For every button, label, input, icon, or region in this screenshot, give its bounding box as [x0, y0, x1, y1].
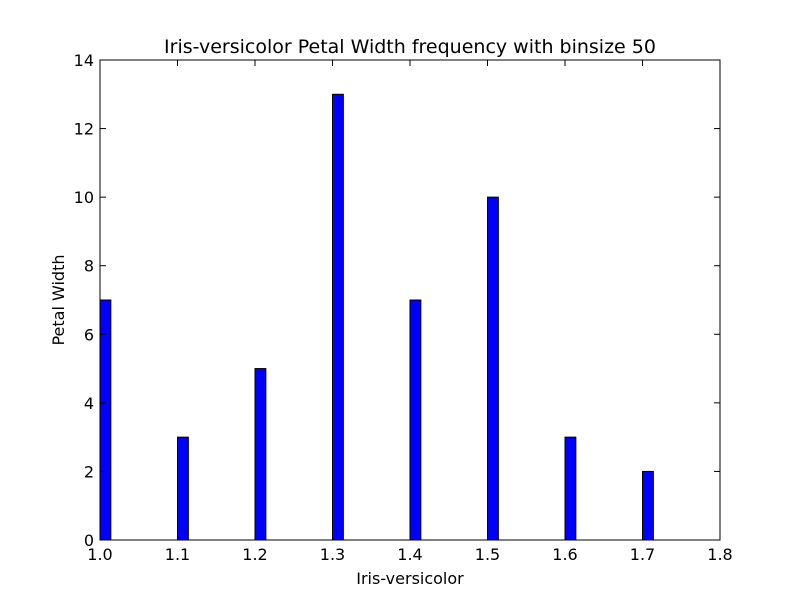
y-tick-label: 14 [74, 51, 94, 70]
bar [99, 299, 112, 541]
ticks-group [99, 59, 721, 541]
x-tick-label: 1.3 [320, 545, 345, 564]
y-axis-label: Petal Width [49, 254, 68, 345]
bar [487, 196, 499, 541]
tick-labels-group: 1.0 1.1 1.2 1.3 1.4 1.5 1.6 1.7 1.8 0 2 4 6 8 10 12 14 [74, 51, 733, 564]
x-tick-label: 1.0 [87, 545, 112, 564]
y-tick-label: 10 [74, 188, 94, 207]
x-tick-label: 1.2 [242, 545, 267, 564]
y-tick-label: 0 [84, 531, 94, 550]
y-tick-label: 12 [74, 120, 94, 139]
y-tick-label: 6 [84, 325, 94, 344]
x-tick-label: 1.8 [707, 545, 732, 564]
bar [409, 299, 422, 541]
chart-title: Iris-versicolor Petal Width frequency wi… [164, 36, 656, 58]
x-tick-label: 1.7 [630, 545, 655, 564]
x-tick-label: 1.1 [165, 545, 190, 564]
bars-group [99, 93, 654, 541]
x-axis-label: Iris-versicolor [356, 569, 464, 588]
bar [254, 368, 267, 541]
x-tick-label: 1.4 [397, 545, 422, 564]
y-tick-label: 4 [84, 394, 94, 413]
bar [642, 470, 654, 541]
bar [332, 93, 344, 541]
x-tick-label: 1.5 [475, 545, 500, 564]
bar [177, 436, 189, 541]
y-tick-label: 8 [84, 257, 94, 276]
x-tick-label: 1.6 [552, 545, 577, 564]
bar [564, 436, 577, 541]
y-tick-label: 2 [84, 462, 94, 481]
